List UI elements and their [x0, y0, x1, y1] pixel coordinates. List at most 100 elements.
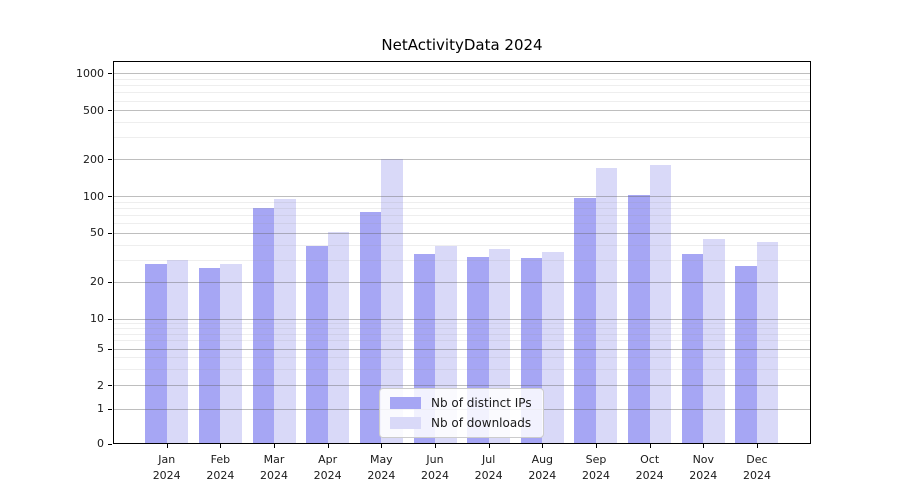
gridline-major	[114, 232, 810, 234]
legend-item: Nb of downloads	[390, 416, 532, 430]
x-tick-label: Jul 2024	[474, 453, 503, 482]
y-tick-label: 0	[97, 437, 104, 450]
y-tick-mark	[108, 385, 112, 386]
gridline-major	[114, 196, 810, 197]
x-tick-mark	[274, 444, 276, 448]
x-tick-mark	[327, 444, 329, 448]
gridline-major	[114, 385, 810, 386]
bar	[274, 199, 296, 443]
gridline-minor	[114, 260, 810, 262]
gridline-minor	[114, 78, 810, 80]
gridline-minor	[114, 85, 810, 87]
y-tick-label: 5	[97, 342, 104, 355]
gridline-minor	[114, 368, 810, 370]
x-tick-label: May 2024	[367, 453, 396, 482]
gridline-major	[114, 318, 810, 320]
gridline-major	[114, 348, 810, 350]
y-tick-mark	[108, 196, 112, 197]
y-tick-mark	[108, 73, 112, 75]
bar	[145, 263, 167, 443]
x-tick-mark	[542, 444, 544, 448]
bar	[252, 207, 275, 443]
x-tick-mark	[166, 444, 168, 448]
y-tick-label: 10	[90, 312, 104, 326]
y-tick-label: 1000	[76, 66, 104, 80]
bar	[649, 164, 672, 443]
legend-item: Nb of distinct IPs	[390, 396, 532, 410]
gridline-minor	[114, 244, 810, 246]
bar	[595, 168, 618, 443]
bar	[198, 267, 221, 443]
gridline-minor	[114, 327, 810, 329]
bar	[756, 242, 779, 443]
gridline-minor	[114, 215, 810, 216]
gridline-minor	[114, 223, 810, 225]
x-tick-label: Jun 2024	[421, 453, 449, 482]
x-tick-mark	[756, 444, 758, 448]
x-tick-mark	[381, 444, 383, 448]
x-tick-label: Nov 2024	[689, 453, 718, 482]
gridline-minor	[114, 122, 810, 124]
gridline-minor	[114, 333, 810, 335]
y-tick-mark	[108, 443, 112, 445]
bar	[306, 246, 328, 443]
gridline-major	[114, 73, 810, 75]
y-tick-label: 50	[90, 226, 104, 240]
plot-area	[113, 61, 811, 444]
legend: Nb of distinct IPs Nb of downloads	[379, 388, 544, 438]
legend-swatch-distinct-ips	[390, 397, 421, 409]
bar	[681, 253, 704, 443]
bar	[735, 265, 757, 443]
x-tick-label: Apr 2024	[313, 453, 342, 482]
x-tick-mark	[703, 444, 705, 448]
gridline-major	[114, 159, 810, 161]
gridline-minor	[114, 137, 810, 139]
x-tick-mark	[435, 444, 436, 448]
y-tick-mark	[108, 110, 112, 112]
bar	[220, 263, 242, 443]
y-tick-mark	[108, 232, 112, 234]
x-tick-mark	[649, 444, 651, 448]
bar	[166, 260, 189, 443]
x-tick-mark	[488, 444, 490, 448]
gridline-minor	[114, 357, 810, 359]
x-tick-mark	[220, 444, 222, 448]
gridline-minor	[114, 322, 810, 324]
bar	[327, 231, 350, 443]
gridline-major	[114, 110, 810, 112]
y-tick-label: 200	[83, 152, 104, 166]
y-tick-label: 1	[97, 402, 104, 415]
bar	[542, 251, 564, 443]
x-tick-mark	[595, 444, 597, 448]
y-tick-label: 100	[83, 189, 104, 203]
y-tick-label: 20	[90, 275, 104, 289]
gridline-minor	[114, 340, 810, 342]
bar	[628, 194, 650, 443]
bar	[359, 212, 382, 443]
x-tick-label: Dec 2024	[742, 453, 771, 482]
x-tick-label: Jan 2024	[152, 453, 181, 482]
x-tick-label: Aug 2024	[528, 453, 557, 482]
y-tick-label: 2	[97, 378, 104, 392]
gridline-major	[114, 281, 810, 283]
gridline-minor	[114, 207, 810, 209]
x-tick-label: Mar 2024	[260, 453, 289, 482]
gridline-minor	[114, 100, 810, 102]
y-tick-mark	[108, 159, 112, 161]
gridline-minor	[114, 201, 810, 203]
y-tick-label: 500	[83, 103, 104, 117]
x-tick-label: Feb 2024	[206, 453, 235, 482]
bar	[574, 198, 596, 443]
legend-item-label: Nb of distinct IPs	[431, 396, 532, 410]
bar	[381, 159, 403, 443]
gridline-minor	[114, 92, 810, 94]
x-tick-label: Sep 2024	[581, 453, 610, 482]
y-tick-mark	[108, 348, 112, 350]
y-tick-mark	[108, 408, 112, 410]
x-tick-label: Oct 2024	[635, 453, 664, 482]
legend-swatch-downloads	[390, 417, 421, 429]
bar	[703, 238, 725, 443]
chart-title: NetActivityData 2024	[381, 36, 543, 54]
y-tick-mark	[108, 318, 112, 320]
